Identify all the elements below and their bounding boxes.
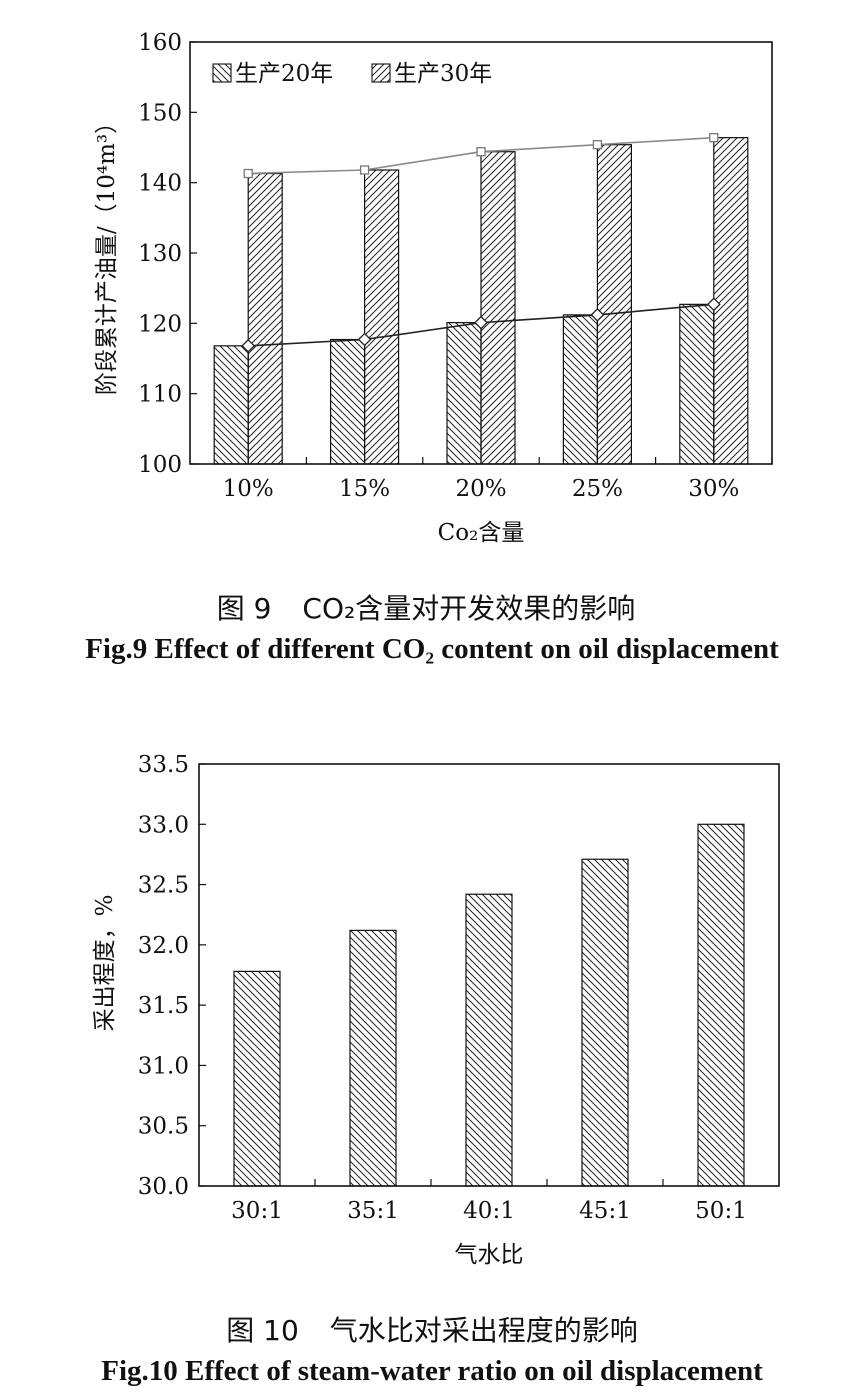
x-tick-label: 30:1 — [231, 1198, 283, 1224]
caption-cn-number: 图 10 — [226, 1314, 299, 1347]
x-tick-label: 50:1 — [695, 1198, 747, 1224]
x-tick-label: 15% — [339, 476, 390, 502]
bar — [697, 823, 745, 1187]
point-marker — [592, 140, 603, 150]
y-tick-label: 33.0 — [138, 812, 189, 838]
y-tick-label: 33.5 — [138, 752, 189, 778]
bar — [330, 338, 366, 465]
y-axis-label: 采出程度，% — [92, 895, 118, 1032]
plot-frame — [198, 763, 780, 1187]
point-marker — [476, 147, 486, 157]
x-tick-label: 30% — [688, 476, 739, 502]
point-marker — [357, 332, 372, 347]
y-tick-label: 31.5 — [138, 993, 189, 1019]
y-tick-label: 110 — [138, 382, 182, 408]
bar — [713, 137, 749, 465]
x-axis-label: Co₂含量 — [438, 520, 525, 546]
y-tick-label: 31.0 — [138, 1053, 189, 1079]
point-marker — [706, 297, 721, 312]
x-tick-label: 35:1 — [347, 1198, 399, 1224]
bar — [596, 144, 633, 465]
bar — [349, 929, 397, 1187]
x-tick-label: 40:1 — [463, 1198, 515, 1224]
x-tick-label: 25% — [572, 476, 623, 502]
x-tick-label: 45:1 — [579, 1198, 631, 1224]
bar — [562, 314, 599, 465]
y-tick-label: 30.5 — [138, 1114, 189, 1140]
y-tick-label: 100 — [138, 452, 182, 478]
x-tick-label: 10% — [223, 476, 274, 502]
y-tick-label: 120 — [138, 311, 182, 337]
bar — [480, 151, 516, 465]
y-tick-label: 32.0 — [138, 933, 189, 959]
y-tick-label: 30.0 — [138, 1174, 189, 1200]
legend-label: 生产30年 — [394, 61, 492, 87]
bar — [213, 345, 249, 465]
point-marker — [474, 315, 488, 330]
bar — [364, 169, 400, 465]
y-tick-label: 32.5 — [138, 873, 189, 899]
point-marker — [241, 338, 256, 353]
legend-swatch — [212, 63, 232, 83]
caption-cn: 图 10 气水比对采出程度的影响 — [226, 1314, 637, 1347]
caption-cn-number: 图 9 — [217, 592, 272, 625]
caption-en: Fig.10 Effect of steam-water ratio on oi… — [101, 1355, 763, 1387]
bar — [465, 893, 513, 1187]
point-marker — [359, 165, 370, 175]
bar — [446, 322, 482, 465]
point-marker — [243, 168, 253, 179]
y-tick-label: 160 — [138, 30, 182, 56]
legend-swatch — [371, 63, 391, 83]
figure-10-caption: 图 10 气水比对采出程度的影响 Fig.10 Effect of steam-… — [101, 1314, 763, 1387]
point-marker — [709, 133, 719, 143]
x-axis-label: 气水比 — [455, 1242, 524, 1268]
caption-en: Fig.9 Effect of different CO₂ content on… — [85, 633, 779, 665]
figure-10-chart: 30:1 35:1 40:1 45:1 50:1 30.0 30.5 31.0 31.5 32.0… — [92, 752, 780, 1268]
figure-9-caption: 图 9 CO₂含量对开发效果的影响 Fig.9 Effect of differ… — [85, 592, 779, 665]
figure-9-chart: 10% 15% 20% 25% 30% 100 110 120 130 140 150 160 生产2… — [94, 30, 773, 546]
bar — [679, 303, 715, 465]
caption-cn-title: CO₂含量对开发效果的影响 — [302, 592, 635, 625]
y-tick-label: 140 — [138, 171, 182, 197]
legend-label: 生产20年 — [235, 61, 333, 87]
y-tick-label: 150 — [138, 100, 182, 126]
bar — [581, 858, 629, 1187]
caption-cn: 图 9 CO₂含量对开发效果的影响 — [217, 592, 635, 625]
caption-cn-title: 气水比对采出程度的影响 — [330, 1314, 638, 1347]
y-axis-label: 阶段累计产油量/（10⁴m³） — [94, 111, 120, 395]
x-tick-label: 20% — [455, 476, 506, 502]
y-tick-label: 130 — [138, 241, 182, 267]
point-marker — [590, 307, 605, 322]
bar — [247, 172, 283, 465]
bar — [233, 970, 281, 1187]
